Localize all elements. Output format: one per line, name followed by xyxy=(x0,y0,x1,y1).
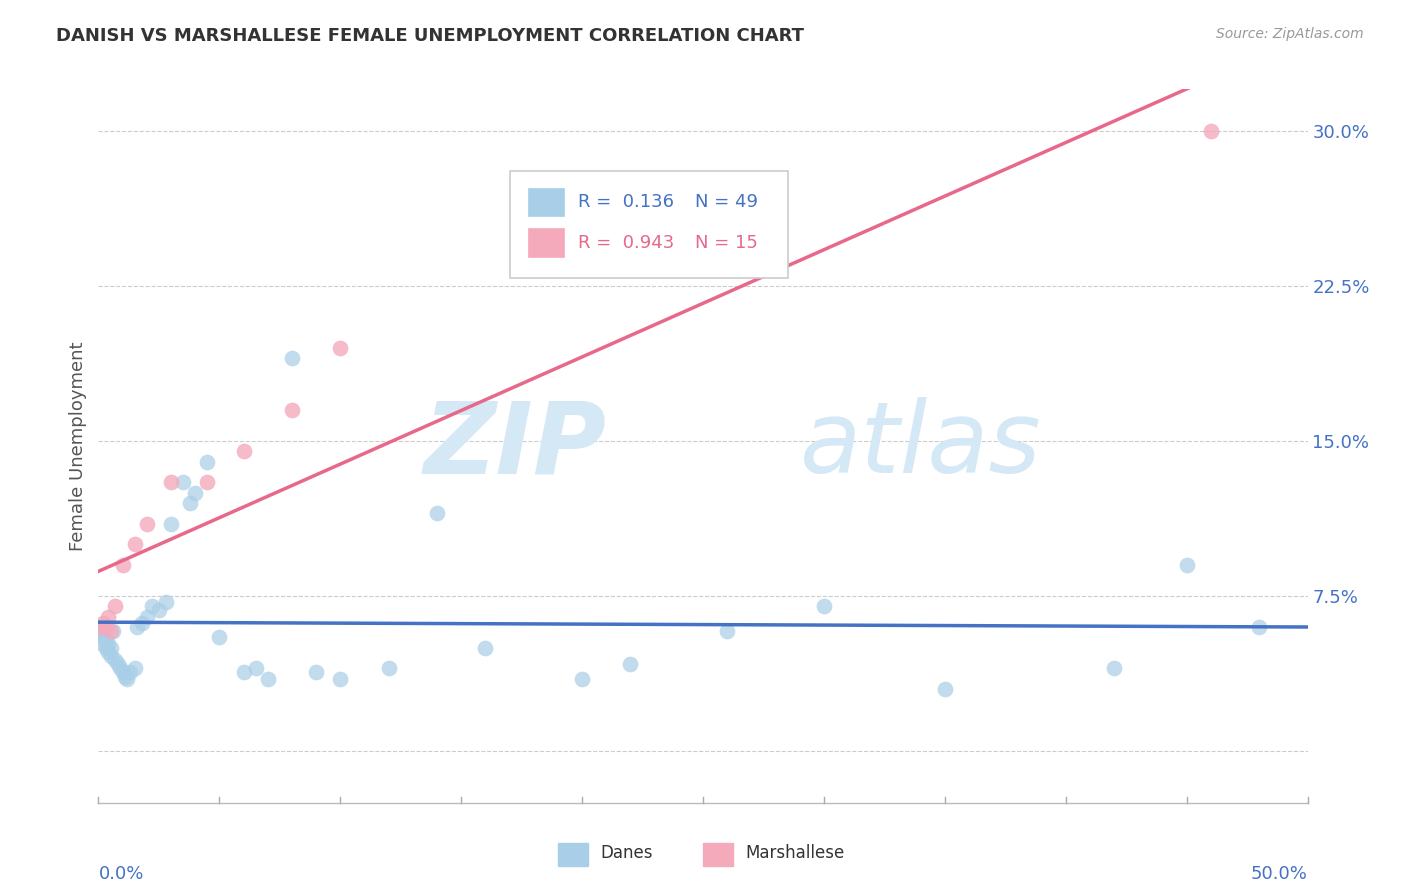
Point xyxy=(91,615,114,630)
Point xyxy=(281,402,304,417)
Y-axis label: Female Unemployment: Female Unemployment xyxy=(69,342,87,550)
Point xyxy=(107,657,129,672)
Text: N = 15: N = 15 xyxy=(695,234,758,252)
Point xyxy=(232,665,254,680)
Text: atlas: atlas xyxy=(800,398,1042,494)
Point xyxy=(716,624,738,639)
Point xyxy=(281,351,304,365)
Point xyxy=(94,620,117,634)
Bar xyxy=(703,843,734,865)
Text: Source: ZipAtlas.com: Source: ZipAtlas.com xyxy=(1216,27,1364,41)
Point xyxy=(160,475,183,490)
Point xyxy=(172,475,194,490)
Text: N = 49: N = 49 xyxy=(695,193,758,211)
Point xyxy=(127,620,149,634)
Point xyxy=(111,558,134,572)
Text: DANISH VS MARSHALLESE FEMALE UNEMPLOYMENT CORRELATION CHART: DANISH VS MARSHALLESE FEMALE UNEMPLOYMEN… xyxy=(56,27,804,45)
Point xyxy=(114,670,136,684)
Point xyxy=(329,672,352,686)
Point xyxy=(108,661,131,675)
Point xyxy=(97,609,120,624)
Point xyxy=(195,475,218,490)
Point xyxy=(97,636,120,650)
Point xyxy=(1175,558,1198,572)
Point xyxy=(94,632,117,647)
Text: R =  0.136: R = 0.136 xyxy=(578,193,675,211)
Point xyxy=(118,665,141,680)
Point xyxy=(256,672,278,686)
Text: 50.0%: 50.0% xyxy=(1251,865,1308,883)
Point xyxy=(124,537,146,551)
Point xyxy=(179,496,201,510)
Text: Marshallese: Marshallese xyxy=(745,844,845,862)
Point xyxy=(94,640,117,655)
Point xyxy=(232,444,254,458)
Point xyxy=(135,609,157,624)
Point xyxy=(184,485,207,500)
Point xyxy=(100,624,122,639)
Point xyxy=(934,681,956,696)
Point xyxy=(131,615,153,630)
Point xyxy=(101,624,124,639)
Point xyxy=(141,599,163,614)
Point xyxy=(619,657,641,672)
Point xyxy=(1102,661,1125,675)
Text: Danes: Danes xyxy=(600,844,652,862)
Point xyxy=(426,506,449,520)
Text: 0.0%: 0.0% xyxy=(98,865,143,883)
Point xyxy=(155,595,177,609)
Point xyxy=(90,620,112,634)
Point xyxy=(111,665,134,680)
Point xyxy=(91,628,114,642)
Bar xyxy=(527,228,564,257)
Point xyxy=(124,661,146,675)
Point xyxy=(377,661,399,675)
Point xyxy=(474,640,496,655)
Point xyxy=(97,645,120,659)
Point xyxy=(100,648,122,663)
Bar xyxy=(527,187,564,216)
Point xyxy=(160,516,183,531)
FancyBboxPatch shape xyxy=(509,171,787,278)
Point xyxy=(195,454,218,468)
Point xyxy=(117,672,139,686)
Point xyxy=(1199,123,1222,137)
Point xyxy=(100,640,122,655)
Point xyxy=(305,665,328,680)
Point xyxy=(104,653,127,667)
Point xyxy=(91,636,114,650)
Point xyxy=(90,624,112,639)
Point xyxy=(90,620,112,634)
Text: ZIP: ZIP xyxy=(423,398,606,494)
Text: R =  0.943: R = 0.943 xyxy=(578,234,675,252)
Point xyxy=(104,599,127,614)
Point xyxy=(208,630,231,644)
Bar xyxy=(558,843,588,865)
Point xyxy=(148,603,170,617)
Point xyxy=(245,661,267,675)
Point xyxy=(571,672,593,686)
Point xyxy=(813,599,835,614)
Point xyxy=(329,341,352,355)
Point xyxy=(135,516,157,531)
Point xyxy=(1249,620,1271,634)
Point xyxy=(90,630,112,644)
